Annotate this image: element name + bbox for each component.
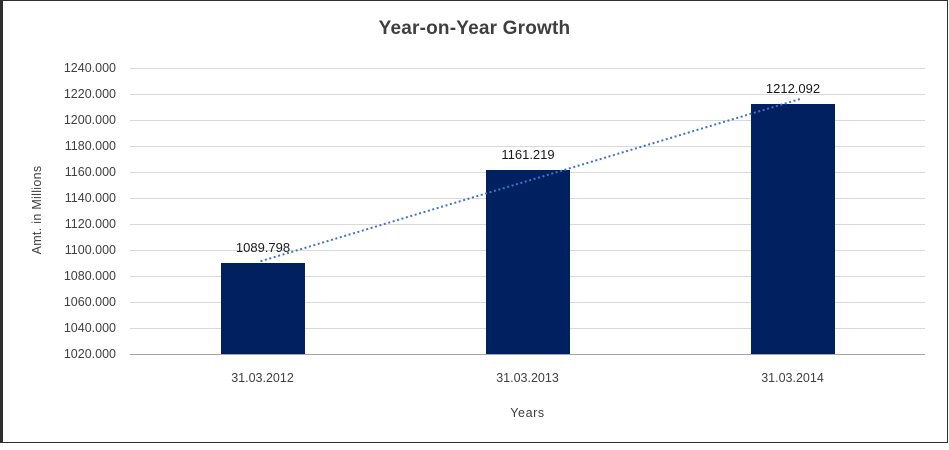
y-axis-tick-label: 1060.000	[63, 295, 116, 309]
y-axis-tick-label: 1080.000	[63, 269, 116, 283]
data-label: 1161.219	[501, 147, 555, 162]
y-axis-tick-label: 1120.000	[64, 217, 116, 231]
gridline	[130, 94, 925, 95]
x-axis-tick-label: 31.03.2014	[761, 371, 824, 385]
bar[interactable]	[751, 104, 835, 354]
y-axis-tick-label: 1240.000	[63, 61, 116, 75]
y-axis-tick-label: 1180.000	[64, 139, 116, 153]
y-axis-tick-label: 1140.000	[64, 191, 116, 205]
chart-title: Year-on-Year Growth	[378, 18, 571, 39]
y-axis-tick-label: 1100.000	[64, 243, 116, 257]
y-axis-tick-label: 1040.000	[63, 321, 116, 335]
bar[interactable]	[221, 263, 305, 354]
x-axis-tick-label: 31.03.2013	[496, 371, 559, 385]
data-label: 1089.798	[235, 240, 291, 255]
data-label: 1212.092	[765, 81, 821, 96]
gridline	[130, 68, 925, 69]
x-axis-title: Years	[510, 406, 545, 420]
bar[interactable]	[486, 170, 570, 354]
y-axis-tick-label: 1200.000	[63, 113, 116, 127]
x-axis-line	[130, 354, 925, 355]
y-axis-tick-label: 1220.000	[63, 87, 116, 101]
y-axis-tick-label: 1160.000	[64, 165, 116, 179]
x-axis-tick-label: 31.03.2012	[231, 371, 294, 385]
y-axis-tick-label: 1020.000	[63, 347, 116, 361]
